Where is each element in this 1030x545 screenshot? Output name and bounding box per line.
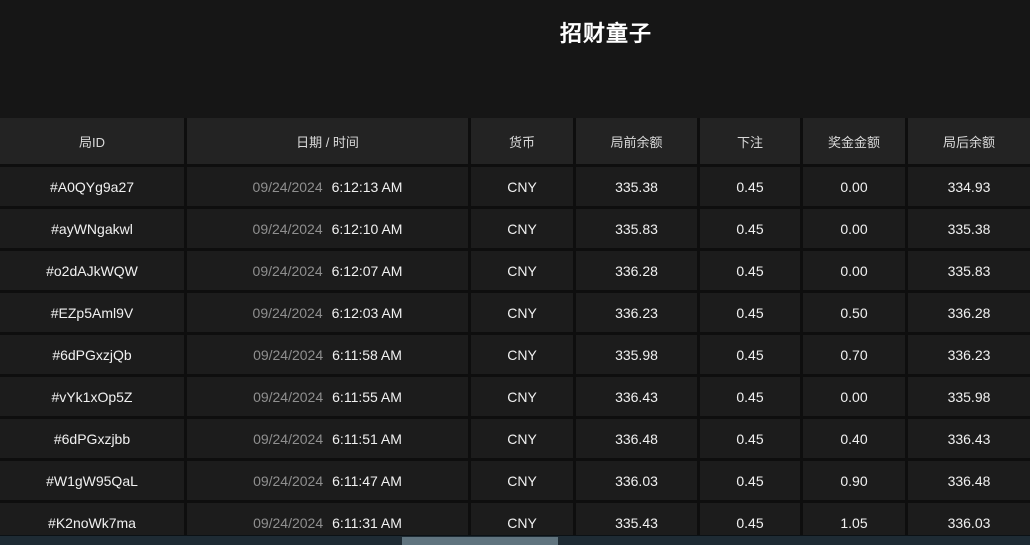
balance-after-cell: 336.28: [908, 293, 1030, 332]
datetime-cell: 09/24/2024 6:11:55 AM: [187, 377, 468, 416]
datetime-cell: 09/24/2024 6:11:58 AM: [187, 335, 468, 374]
time-value: 6:12:10 AM: [331, 220, 403, 237]
currency-cell: CNY: [471, 377, 573, 416]
currency-cell: CNY: [471, 461, 573, 500]
column-header-balance-after: 局后余额: [908, 118, 1030, 164]
time-value: 6:12:07 AM: [331, 262, 403, 279]
round-id-cell: #6dPGxzjQb: [0, 335, 184, 374]
round-id-cell: #vYk1xOp5Z: [0, 377, 184, 416]
time-value: 6:11:47 AM: [332, 472, 402, 489]
page-title: 招财童子: [559, 21, 652, 46]
date-value: 09/24/2024: [253, 346, 324, 363]
currency-cell: CNY: [471, 335, 573, 374]
balance-after-cell: 335.98: [908, 377, 1030, 416]
date-value: 09/24/2024: [252, 304, 323, 321]
round-id-cell: #W1gW95QaL: [0, 461, 184, 500]
balance-before-cell: 336.48: [576, 419, 697, 458]
bet-cell: 0.45: [700, 167, 800, 206]
balance-before-cell: 335.98: [576, 335, 697, 374]
currency-cell: CNY: [471, 167, 573, 206]
bet-cell: 0.45: [700, 251, 800, 290]
bet-cell: 0.45: [700, 209, 800, 248]
currency-cell: CNY: [471, 251, 573, 290]
column-header-bet: 下注: [700, 118, 800, 164]
table-row: #o2dAJkWQW 09/24/2024 6:12:07 AM CNY 336…: [0, 251, 1030, 293]
prize-cell: 0.00: [803, 209, 905, 248]
round-id-cell: #A0QYg9a27: [0, 167, 184, 206]
round-id-cell: #o2dAJkWQW: [0, 251, 184, 290]
prize-cell: 0.00: [803, 167, 905, 206]
balance-before-cell: 336.28: [576, 251, 697, 290]
title-bar: 招财童子: [0, 0, 1030, 118]
date-value: 09/24/2024: [252, 220, 323, 237]
table-row: #6dPGxzjQb 09/24/2024 6:11:58 AM CNY 335…: [0, 335, 1030, 377]
round-id-cell: #ayWNgakwl: [0, 209, 184, 248]
bet-cell: 0.45: [700, 335, 800, 374]
prize-cell: 0.70: [803, 335, 905, 374]
prize-cell: 0.40: [803, 419, 905, 458]
currency-cell: CNY: [471, 293, 573, 332]
bet-cell: 0.45: [700, 461, 800, 500]
time-value: 6:11:55 AM: [332, 388, 402, 405]
date-value: 09/24/2024: [253, 430, 324, 447]
datetime-cell: 09/24/2024 6:12:13 AM: [187, 167, 468, 206]
balance-before-cell: 335.38: [576, 167, 697, 206]
column-header-round-id: 局ID: [0, 118, 184, 164]
balance-after-cell: 335.83: [908, 251, 1030, 290]
time-value: 6:11:58 AM: [332, 346, 402, 363]
round-id-cell: #EZp5Aml9V: [0, 293, 184, 332]
balance-after-cell: 336.43: [908, 419, 1030, 458]
balance-before-cell: 336.23: [576, 293, 697, 332]
table-header-row: 局ID 日期 / 时间 货币 局前余额 下注 奖金金额 局后余额: [0, 118, 1030, 167]
prize-cell: 0.00: [803, 377, 905, 416]
time-value: 6:12:03 AM: [331, 304, 403, 321]
datetime-cell: 09/24/2024 6:12:07 AM: [187, 251, 468, 290]
column-header-datetime: 日期 / 时间: [187, 118, 468, 164]
table-row: #EZp5Aml9V 09/24/2024 6:12:03 AM CNY 336…: [0, 293, 1030, 335]
date-value: 09/24/2024: [253, 472, 324, 489]
balance-before-cell: 336.43: [576, 377, 697, 416]
date-value: 09/24/2024: [253, 514, 324, 531]
balance-after-cell: 336.23: [908, 335, 1030, 374]
balance-before-cell: 335.83: [576, 209, 697, 248]
time-value: 6:11:31 AM: [332, 514, 402, 531]
horizontal-scrollbar-thumb[interactable]: [402, 537, 558, 545]
table-row: #ayWNgakwl 09/24/2024 6:12:10 AM CNY 335…: [0, 209, 1030, 251]
game-history-table: 局ID 日期 / 时间 货币 局前余额 下注 奖金金额 局后余额 #A0QYg9…: [0, 118, 1030, 545]
horizontal-scrollbar[interactable]: [0, 535, 1030, 545]
prize-cell: 0.50: [803, 293, 905, 332]
column-header-currency: 货币: [471, 118, 573, 164]
currency-cell: CNY: [471, 209, 573, 248]
round-id-cell: #6dPGxzjbb: [0, 419, 184, 458]
balance-before-cell: 336.03: [576, 461, 697, 500]
datetime-cell: 09/24/2024 6:12:10 AM: [187, 209, 468, 248]
table-row: #W1gW95QaL 09/24/2024 6:11:47 AM CNY 336…: [0, 461, 1030, 503]
column-header-prize: 奖金金额: [803, 118, 905, 164]
prize-cell: 0.90: [803, 461, 905, 500]
date-value: 09/24/2024: [253, 388, 324, 405]
datetime-cell: 09/24/2024 6:11:47 AM: [187, 461, 468, 500]
table-row: #A0QYg9a27 09/24/2024 6:12:13 AM CNY 335…: [0, 167, 1030, 209]
table-row: #6dPGxzjbb 09/24/2024 6:11:51 AM CNY 336…: [0, 419, 1030, 461]
balance-after-cell: 334.93: [908, 167, 1030, 206]
prize-cell: 0.00: [803, 251, 905, 290]
time-value: 6:11:51 AM: [332, 430, 402, 447]
bet-cell: 0.45: [700, 293, 800, 332]
datetime-cell: 09/24/2024 6:12:03 AM: [187, 293, 468, 332]
balance-after-cell: 335.38: [908, 209, 1030, 248]
table-body: #A0QYg9a27 09/24/2024 6:12:13 AM CNY 335…: [0, 167, 1030, 545]
column-header-balance-before: 局前余额: [576, 118, 697, 164]
bet-cell: 0.45: [700, 419, 800, 458]
time-value: 6:12:13 AM: [331, 178, 403, 195]
table-row: #vYk1xOp5Z 09/24/2024 6:11:55 AM CNY 336…: [0, 377, 1030, 419]
currency-cell: CNY: [471, 419, 573, 458]
bet-cell: 0.45: [700, 377, 800, 416]
date-value: 09/24/2024: [252, 178, 323, 195]
datetime-cell: 09/24/2024 6:11:51 AM: [187, 419, 468, 458]
balance-after-cell: 336.48: [908, 461, 1030, 500]
date-value: 09/24/2024: [252, 262, 323, 279]
